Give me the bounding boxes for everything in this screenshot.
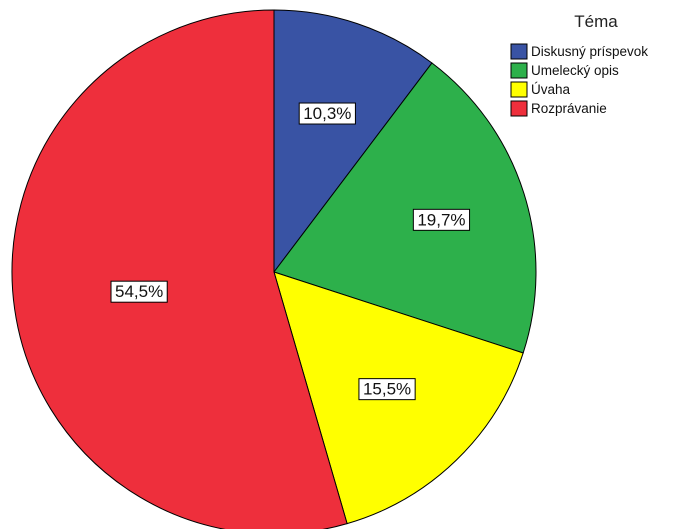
legend-swatch	[510, 81, 528, 98]
slice-value-text: 54,5%	[115, 282, 163, 301]
slice-value-box	[358, 378, 416, 401]
slice-value-label: 10,3%	[298, 102, 356, 125]
legend-swatch	[510, 43, 528, 60]
legend-swatch	[510, 100, 528, 117]
pie-slice-1	[273, 9, 433, 274]
pie-slice-4	[11, 9, 348, 529]
legend-label: Rozprávanie	[531, 101, 607, 116]
slice-value-label: 15,5%	[358, 378, 416, 401]
legend: Téma Diskusný príspevok Umelecký opis Úvah…	[510, 12, 648, 117]
pie-slice-2	[273, 62, 537, 354]
slice-value-box	[298, 102, 356, 125]
legend-label: Umelecký opis	[531, 63, 619, 78]
slice-value-label: 19,7%	[412, 208, 471, 231]
legend-title: Téma	[574, 12, 618, 31]
pie-slices	[11, 9, 537, 529]
legend-label: Diskusný príspevok	[531, 44, 648, 59]
legend-label: Úvaha	[531, 82, 571, 97]
slice-value-text: 15,5%	[363, 380, 411, 399]
slice-value-box	[412, 208, 471, 231]
slice-value-text: 10,3%	[303, 104, 351, 123]
slice-value-label: 54,5%	[110, 280, 168, 303]
slice-value-text: 19,7%	[417, 210, 465, 229]
slice-value-box	[110, 280, 168, 303]
legend-swatch	[510, 62, 528, 79]
pie-value-labels: 10,3% 19,7% 15,5% 54,5%	[110, 102, 471, 401]
